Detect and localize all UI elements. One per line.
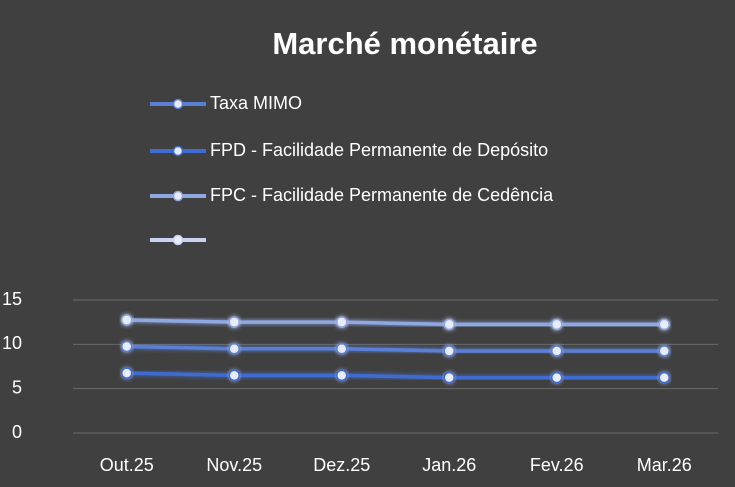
x-tick-label: Fev.26	[530, 455, 584, 475]
series-line	[126, 344, 665, 353]
point	[443, 318, 455, 331]
point	[551, 345, 563, 357]
series-line	[126, 318, 665, 327]
legend-marker	[172, 145, 184, 157]
y-tick-label: 0	[12, 422, 22, 442]
legend-marker	[172, 190, 184, 202]
x-tick-label: Dez.25	[313, 455, 370, 475]
y-tick-label: 5	[12, 377, 22, 397]
point	[658, 318, 670, 331]
x-tick-label: Mar.26	[637, 455, 692, 475]
point	[551, 371, 563, 384]
legend-marker	[172, 98, 184, 110]
legend-marker	[172, 234, 184, 246]
x-tick-label: Out.25	[100, 455, 154, 475]
y-tick-label: 15	[2, 289, 22, 309]
x-tick-label: Jan.26	[422, 455, 476, 475]
legend-label: Taxa MIMO	[210, 93, 302, 113]
point	[336, 316, 348, 328]
point	[658, 371, 670, 384]
point	[336, 369, 348, 382]
point	[658, 345, 670, 357]
x-tick-label: Nov.25	[206, 455, 262, 475]
series-line	[126, 371, 665, 380]
legend-label: FPC - Facilidade Permanente de Cedência	[210, 185, 554, 205]
point	[121, 314, 133, 326]
chart-title: Marché monétaire	[272, 26, 537, 61]
point	[228, 343, 240, 355]
point	[551, 318, 563, 331]
y-tick-label: 10	[2, 333, 22, 353]
point	[228, 369, 240, 382]
legend-label: FPD - Facilidade Permanente de Depósito	[210, 140, 548, 160]
point	[443, 345, 455, 357]
point	[121, 367, 133, 379]
point	[121, 340, 133, 353]
point	[443, 371, 455, 384]
point	[228, 316, 240, 328]
point	[336, 343, 348, 355]
